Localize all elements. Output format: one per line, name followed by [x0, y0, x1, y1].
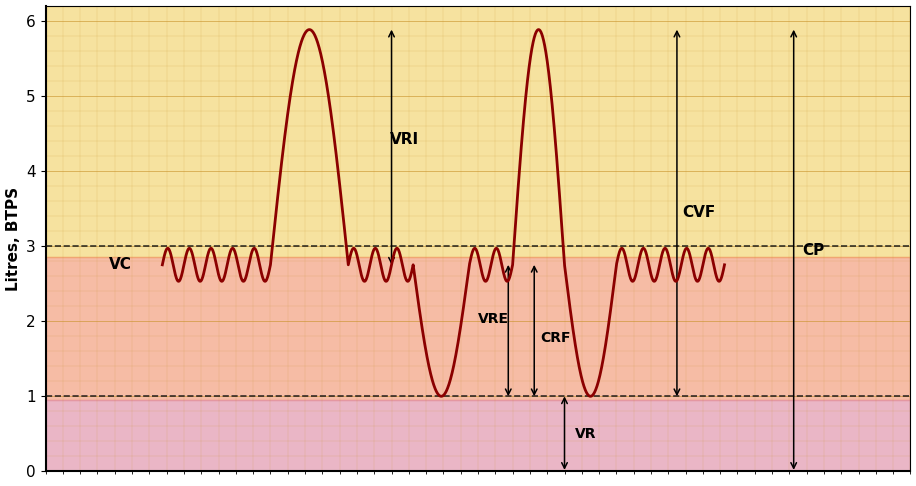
- Text: CRF: CRF: [540, 331, 571, 345]
- Text: VR: VR: [575, 427, 597, 441]
- Text: CVF: CVF: [682, 206, 715, 221]
- Text: VC: VC: [109, 257, 132, 272]
- Bar: [46, 257, 911, 400]
- Bar: [46, 400, 911, 471]
- Text: VRE: VRE: [478, 312, 509, 326]
- Bar: [46, 5, 911, 257]
- Text: CP: CP: [802, 243, 824, 258]
- Text: VRI: VRI: [390, 132, 419, 147]
- Y-axis label: Litres, BTPS: Litres, BTPS: [5, 187, 20, 291]
